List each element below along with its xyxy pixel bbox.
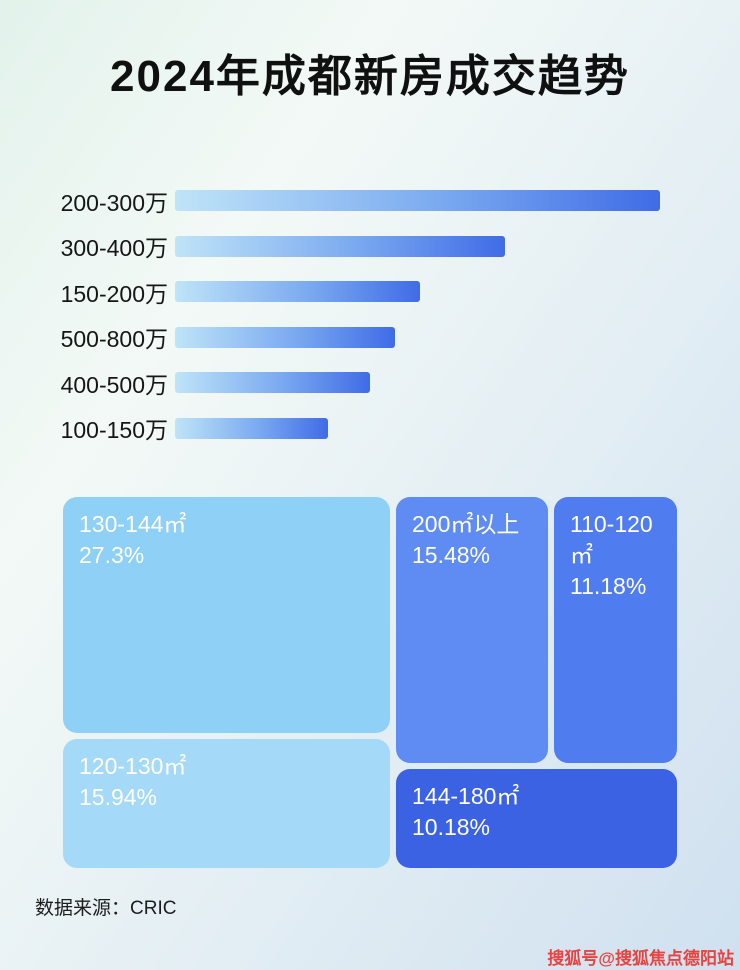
bar: [175, 372, 660, 394]
price-range-bar-chart: 200-300万 300-400万 150-200万 500-800万 400-…: [0, 178, 740, 451]
treemap-block: 130-144㎡ 27.3%: [63, 497, 390, 733]
bar-row: 300-400万: [0, 224, 740, 270]
bar-category-label: 400-500万: [60, 371, 168, 398]
treemap-block: 200㎡以上 15.48%: [396, 497, 548, 763]
bar-row: 500-800万: [0, 315, 740, 361]
area-size-treemap: 130-144㎡ 27.3% 200㎡以上 15.48% 110-120㎡ 11…: [63, 497, 677, 868]
page-title: 2024年成都新房成交趋势: [110, 52, 630, 101]
bar-row: 150-200万: [0, 269, 740, 315]
treemap-block-value: 15.48%: [412, 542, 491, 569]
treemap-block-label: 130-144㎡: [79, 511, 187, 537]
treemap-block-value: 27.3%: [79, 542, 145, 569]
bar: [175, 281, 660, 303]
data-source-note: 数据来源：CRIC: [35, 898, 177, 919]
bar: [175, 190, 660, 212]
bar-category-label: 100-150万: [60, 417, 168, 444]
bar-category-label: 300-400万: [60, 235, 168, 262]
treemap-block-value: 10.18%: [412, 814, 491, 841]
publisher-watermark: 搜狐号@搜狐焦点德阳站: [547, 949, 734, 968]
bar-fill: [175, 326, 396, 348]
treemap-block-label: 110-120㎡: [570, 511, 653, 569]
bar-row: 200-300万: [0, 178, 740, 224]
bar: [175, 235, 660, 257]
bar: [175, 326, 660, 348]
bar-row: 100-150万: [0, 406, 740, 452]
bar-fill: [175, 235, 505, 257]
bar-category-label: 150-200万: [60, 280, 168, 307]
bar-fill: [175, 417, 328, 439]
bar-fill: [175, 372, 370, 394]
bar-fill: [175, 281, 420, 303]
treemap-block: 144-180㎡ 10.18%: [396, 769, 677, 868]
treemap-block-value: 11.18%: [570, 573, 647, 600]
bar: [175, 417, 660, 439]
treemap-block-label: 144-180㎡: [412, 783, 520, 809]
treemap-block: 110-120㎡ 11.18%: [554, 497, 677, 763]
bar-row: 400-500万: [0, 360, 740, 406]
treemap-block-label: 200㎡以上: [412, 511, 520, 537]
treemap-block-label: 120-130㎡: [79, 753, 187, 779]
bar-fill: [175, 190, 660, 212]
bar-category-label: 200-300万: [60, 189, 168, 216]
treemap-block: 120-130㎡ 15.94%: [63, 739, 390, 868]
bar-category-label: 500-800万: [60, 326, 168, 353]
treemap-block-value: 15.94%: [79, 784, 158, 811]
